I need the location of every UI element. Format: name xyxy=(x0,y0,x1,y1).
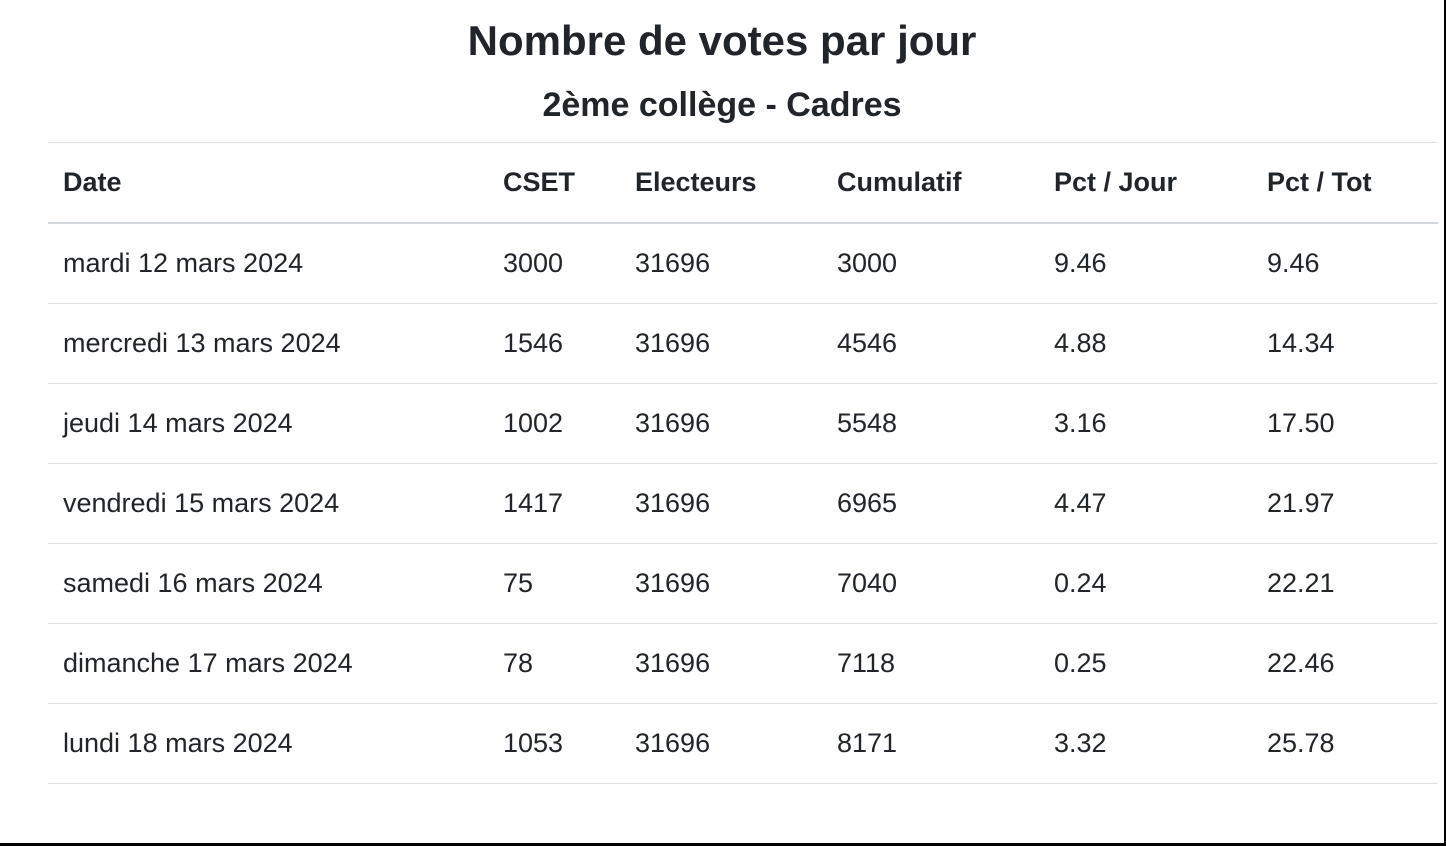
table-cell: 3000 xyxy=(488,222,620,304)
column-header-3: Cumulatif xyxy=(822,141,1039,224)
table-cell: 1417 xyxy=(488,463,620,544)
table-cell: lundi 18 mars 2024 xyxy=(48,703,488,784)
table-row: mardi 12 mars 2024 3000 31696 3000 9.46 9.46 xyxy=(48,222,1438,304)
table-cell: 31696 xyxy=(620,623,822,704)
table-cell: vendredi 15 mars 2024 xyxy=(48,463,488,544)
table-cell: 31696 xyxy=(620,703,822,784)
column-header-0: Date xyxy=(48,141,488,224)
table-cell: mercredi 13 mars 2024 xyxy=(48,303,488,384)
votes-per-day-table: Date CSET Electeurs Cumulatif Pct / Jour Pct … xyxy=(48,141,1438,784)
column-header-4: Pct / Jour xyxy=(1039,141,1252,224)
column-header-2: Electeurs xyxy=(620,141,822,224)
table-cell: 3000 xyxy=(822,222,1039,304)
table-row: samedi 16 mars 2024 75 31696 7040 0.24 22.21 xyxy=(48,543,1438,624)
table-cell: 31696 xyxy=(620,383,822,464)
table-cell: 14.34 xyxy=(1252,303,1438,384)
table-cell: 17.50 xyxy=(1252,383,1438,464)
table-cell: 75 xyxy=(488,543,620,624)
table-cell: 3.16 xyxy=(1039,383,1252,464)
table-cell: 1053 xyxy=(488,703,620,784)
table-cell: 7118 xyxy=(822,623,1039,704)
table-cell: 7040 xyxy=(822,543,1039,624)
table-cell: 4.88 xyxy=(1039,303,1252,384)
table-cell: 5548 xyxy=(822,383,1039,464)
table-cell: 9.46 xyxy=(1039,222,1252,304)
table-cell: 31696 xyxy=(620,222,822,304)
table-cell: 78 xyxy=(488,623,620,704)
table-header-row: Date CSET Electeurs Cumulatif Pct / Jour Pct … xyxy=(48,141,1438,224)
table-cell: 8171 xyxy=(822,703,1039,784)
table-cell: 0.24 xyxy=(1039,543,1252,624)
table-cell: 31696 xyxy=(620,463,822,544)
table-row: mercredi 13 mars 2024 1546 31696 4546 4.88 14… xyxy=(48,303,1438,384)
table-cell: 31696 xyxy=(620,303,822,384)
table-row: vendredi 15 mars 2024 1417 31696 6965 4.47 21… xyxy=(48,463,1438,544)
page-subtitle: 2ème collège - Cadres xyxy=(542,85,902,124)
table-cell: dimanche 17 mars 2024 xyxy=(48,623,488,704)
table-cell: 22.21 xyxy=(1252,543,1438,624)
table-cell: 25.78 xyxy=(1252,703,1438,784)
table-cell: 4546 xyxy=(822,303,1039,384)
table-cell: 0.25 xyxy=(1039,623,1252,704)
table-cell: 4.47 xyxy=(1039,463,1252,544)
table-cell: 22.46 xyxy=(1252,623,1438,704)
column-header-1: CSET xyxy=(488,141,620,224)
table-cell: 1002 xyxy=(488,383,620,464)
table-cell: jeudi 14 mars 2024 xyxy=(48,383,488,464)
table-cell: 6965 xyxy=(822,463,1039,544)
table-row: dimanche 17 mars 2024 78 31696 7118 0.25 22.4… xyxy=(48,623,1438,704)
column-header-5: Pct / Tot xyxy=(1252,141,1438,224)
table-cell: 3.32 xyxy=(1039,703,1252,784)
table-cell: 31696 xyxy=(620,543,822,624)
table-row: lundi 18 mars 2024 1053 31696 8171 3.32 25.78 xyxy=(48,703,1438,784)
table-row: jeudi 14 mars 2024 1002 31696 5548 3.16 17.50 xyxy=(48,383,1438,464)
page-title: Nombre de votes par jour xyxy=(467,17,977,64)
table-cell: mardi 12 mars 2024 xyxy=(48,222,488,304)
table-body: mardi 12 mars 2024 3000 31696 3000 9.46 9.46 m… xyxy=(48,222,1438,784)
table-cell: 9.46 xyxy=(1252,222,1438,304)
table-cell: 21.97 xyxy=(1252,463,1438,544)
table-cell: 1546 xyxy=(488,303,620,384)
table-cell: samedi 16 mars 2024 xyxy=(48,543,488,624)
